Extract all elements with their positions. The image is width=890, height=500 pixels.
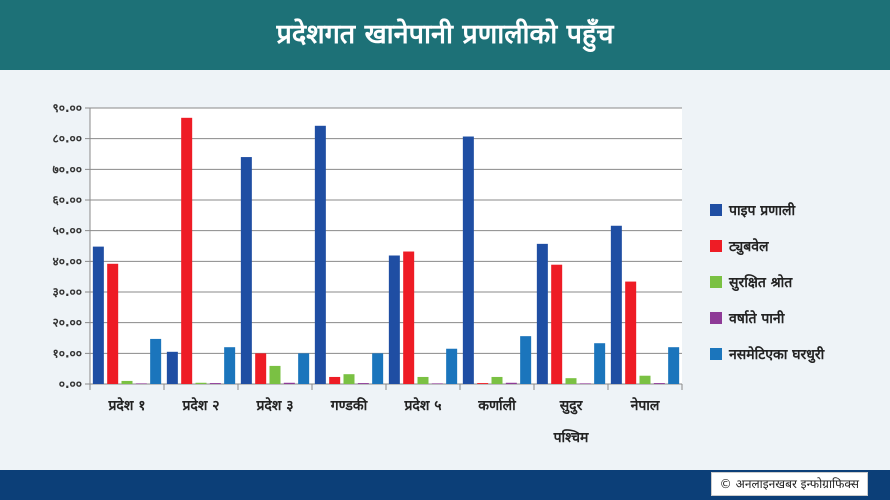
bar (388, 255, 400, 384)
bar (536, 243, 548, 384)
plot-area (90, 108, 682, 384)
bar (357, 383, 369, 384)
bar (314, 125, 326, 384)
bar (565, 378, 577, 384)
bar (135, 383, 147, 384)
bar (107, 263, 119, 384)
copyright-icon: © (719, 477, 732, 491)
bar (417, 376, 429, 384)
x-tick-label: प्रदेश ५ (403, 397, 441, 414)
bar (181, 117, 193, 385)
legend-swatch (710, 276, 722, 288)
legend-label: पाइप प्रणाली (728, 202, 796, 219)
credit-badge: © अनलाइनखबर इन्फोग्राफिक्स (710, 472, 868, 496)
legend-swatch (710, 348, 722, 360)
legend-label: नसमेटिएका घरधुरी (728, 346, 826, 364)
bar (462, 136, 474, 384)
bar (446, 348, 458, 384)
y-tick-label: ८०.०० (52, 132, 82, 146)
bar (505, 382, 517, 384)
bar (329, 376, 341, 384)
bar (625, 281, 637, 384)
legend-label: ट्युबवेल (728, 238, 769, 256)
bar (491, 376, 503, 384)
y-tick-label: ०.०० (59, 377, 82, 391)
x-tick-label: गण्डकी (330, 397, 369, 414)
x-tick-label: कर्णाली (477, 397, 517, 414)
bar (477, 383, 489, 384)
x-tick-label: प्रदेश ३ (255, 397, 293, 414)
bar (209, 383, 221, 384)
y-tick-label: १०.०० (52, 346, 82, 360)
bar (298, 353, 310, 384)
bar (240, 157, 252, 384)
y-tick-label: ५०.०० (52, 224, 82, 238)
x-tick-label: सुदुर (559, 398, 584, 415)
y-tick-label: ३०.०० (52, 285, 82, 299)
credit-text: अनलाइनखबर इन्फोग्राफिक्स (735, 477, 859, 491)
bar (403, 251, 415, 384)
bar-chart: ०.०० १०.०० २०.०० ३०.०० ४०.०० ५०.०० ६०.०० ७०.०० ८… (0, 70, 890, 470)
bar (610, 225, 622, 384)
x-tick-label: प्रदेश २ (181, 397, 219, 414)
legend-label: सुरक्षित श्रोत (728, 274, 793, 292)
bar (166, 351, 178, 384)
x-tick-label: प्रदेश १ (107, 397, 145, 414)
bar (255, 353, 267, 384)
header-bar (0, 0, 890, 70)
bar (653, 383, 665, 384)
bar (579, 383, 591, 384)
bar (121, 380, 133, 384)
bar (594, 343, 606, 384)
x-tick-label: पश्चिम (553, 429, 589, 446)
bar (224, 347, 236, 384)
y-tick-label: ९०.०० (52, 101, 82, 115)
bar (150, 338, 162, 384)
y-tick-label: ६०.०० (52, 193, 82, 207)
y-tick-label: २०.०० (52, 316, 82, 330)
y-tick-label: ७०.०० (52, 162, 82, 176)
bar (668, 347, 680, 384)
bar (92, 246, 104, 384)
bar (269, 365, 281, 384)
bar (283, 382, 295, 384)
bar (639, 375, 651, 384)
legend-swatch (710, 204, 722, 216)
bar (343, 374, 355, 384)
bar (431, 383, 443, 384)
legend-swatch (710, 312, 722, 324)
bar (551, 264, 563, 384)
bar (372, 353, 384, 384)
legend-label: वर्षाते पानी (728, 310, 786, 327)
legend-swatch (710, 240, 722, 252)
bar (195, 382, 207, 384)
page-title: प्रदेशगत खानेपानी प्रणालीको पहुँच (276, 19, 614, 50)
bar (520, 336, 532, 384)
x-tick-label: नेपाल (630, 397, 660, 414)
y-tick-label: ४०.०० (52, 254, 82, 268)
